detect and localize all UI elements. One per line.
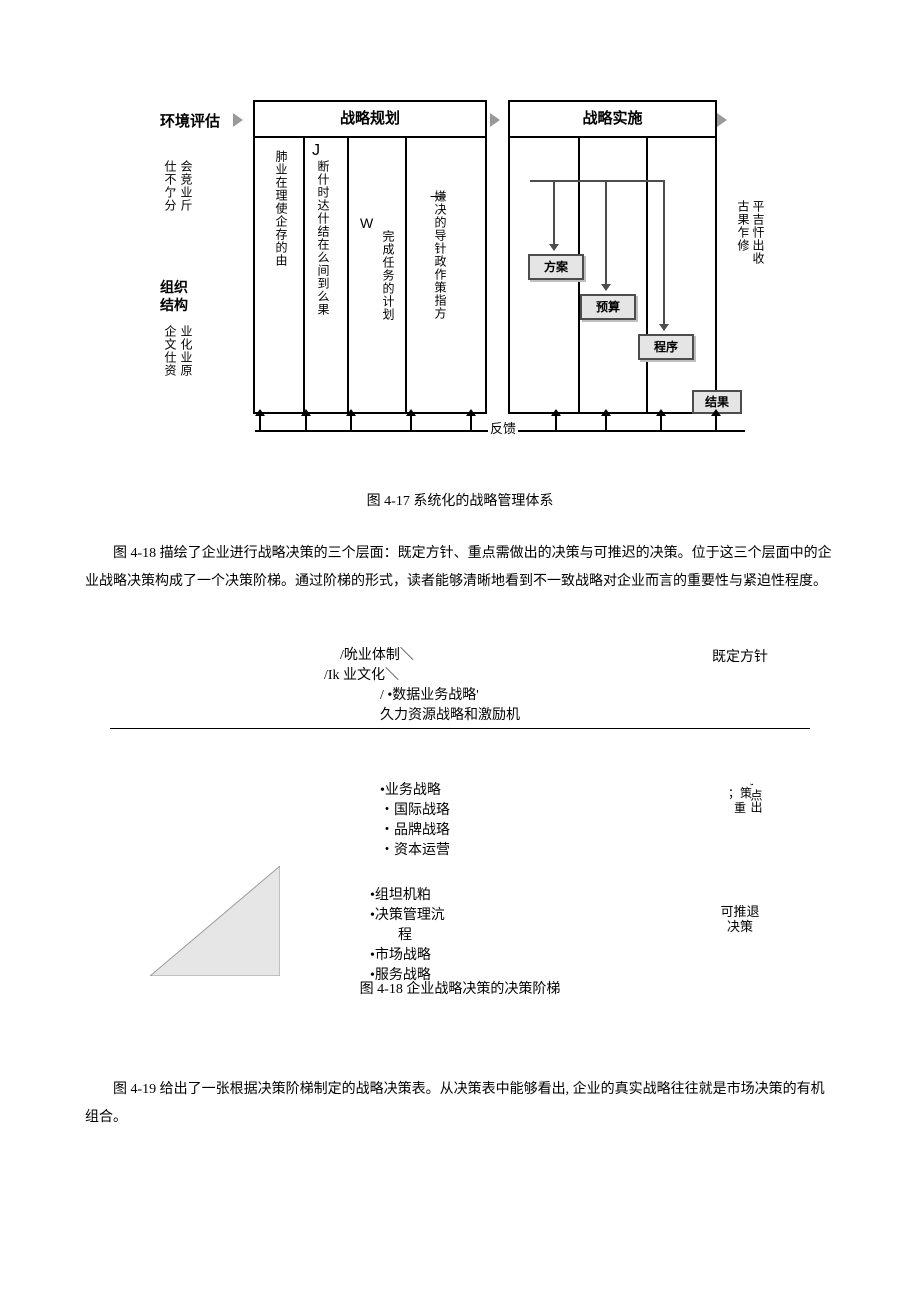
j-mark: J [312,142,320,160]
sec1-line3: / •数据业务战略' [340,686,620,706]
feedback-label: 反馈 [488,418,518,437]
fig18-center-column: /吮业体制＼ /Ik 业文化＼ / •数据业务战略' 久力资源战略和激励机 •业… [340,646,620,986]
arrow-down-icon [605,180,607,290]
sec1-line1: /吮业体制＼ [340,646,620,666]
chevron-right-icon [233,113,243,127]
figure-4-17: 环境评估 仕不亇分 会竞业斤 组织 结构 企文仕资 业化业原 战略规划 肺业在理… [160,100,760,480]
right-label-2: ；策 , 点出 重 [680,786,800,816]
triangle-shape [150,866,280,976]
right-label-b: 平吉忓出收 [750,200,767,265]
r2-b: , 点出 [748,783,763,813]
impl-hline [530,180,665,182]
impl-title: 战略实施 [510,102,715,138]
step-budget: 预算 [580,294,636,320]
left-label-c: 企文仕资 [162,325,179,377]
fig18-section-2: •业务战略 ・国际战珞 ・品牌战珞 ・资本运营 [340,781,620,861]
r3-b: 决策 [727,919,753,934]
arrow-up-icon [605,415,607,432]
w-mark: W [360,215,373,231]
figure-4-17-caption: 图 4-17 系统化的战略管理体系 [85,490,835,510]
env-eval-label: 环境评估 [160,110,220,131]
sec3-line4: •市场战略 [370,946,620,966]
left-label-a: 仕不亇分 [162,160,179,212]
fig18-divider [110,728,810,729]
arrow-up-icon [350,415,352,432]
plan-divider [303,136,305,412]
step-plan: 方案 [528,254,584,280]
arrow-up-icon [555,415,557,432]
paragraph-2: 图 4-19 给出了一张根据决策阶梯制定的战略决策表。从决策表中能够看出, 企业… [85,1076,835,1132]
plan-col3-text: 完成任务的计划 [380,230,397,321]
plan-col1-text: 肺业在理使企存的由 [273,150,290,267]
r2-c: 重 [734,801,746,815]
page: 环境评估 仕不亇分 会竞业斤 组织 结构 企文仕资 业化业原 战略规划 肺业在理… [0,0,920,1200]
step-program: 程序 [638,334,694,360]
r3-a: 可推退 [720,904,759,919]
org-line1: 组织 [160,281,188,296]
impl-divider [646,136,648,412]
fig18-right-column: 既定方针 ；策 , 点出 重 可推退 决策 [680,646,800,666]
arrow-up-icon [660,415,662,432]
chevron-right-icon [717,113,727,127]
plan-divider [405,136,407,412]
left-label-d: 业化业原 [178,325,195,377]
sec3-line1: •组坦机粕 [370,886,620,906]
chevron-right-icon [490,113,500,127]
sec2-line3: ・品牌战珞 [380,821,620,841]
sec1-line4: 久力资源战略和激励机 [340,706,620,726]
paragraph-1: 图 4-18 描绘了企业进行战略决策的三个层面：既定方针、重点需做出的决策与可推… [85,540,835,596]
figure-4-18-caption: 图 4-18 企业战略决策的决策阶梯 [110,978,810,998]
fig18-section-1: /吮业体制＼ /Ik 业文化＼ / •数据业务战略' 久力资源战略和激励机 [340,646,620,726]
arrow-up-icon [305,415,307,432]
figure-4-18: /吮业体制＼ /Ik 业文化＼ / •数据业务战略' 久力资源战略和激励机 •业… [110,646,810,1006]
plan-col4-text: 嫌决的导针政作策指方 [432,190,449,320]
arrow-up-icon [259,415,261,432]
right-label-1: 既定方针 [680,646,800,666]
arrow-down-icon [553,180,555,250]
sec2-line2: ・国际战珞 [380,801,620,821]
sec3-line2: •决策管理沆 [370,906,620,926]
arrow-up-icon [715,415,717,432]
sec2-line4: ・资本运营 [380,841,620,861]
plan-title: 战略规划 [255,102,485,138]
right-label-3: 可推退 决策 [680,904,800,934]
sec2-line1: •业务战略 [380,781,620,801]
arrow-up-icon [410,415,412,432]
arrow-down-icon [663,180,665,330]
sec3-line3: 程 [370,926,620,946]
left-label-org: 组织 结构 [160,280,188,316]
plan-divider [347,136,349,412]
sec1-line2: /Ik 业文化＼ [324,666,620,686]
left-label-b: 会竞业斤 [178,160,195,212]
one-mark: 一 [430,188,442,205]
fig18-section-3: •组坦机粕 •决策管理沆 程 •市场战略 •服务战略 [340,886,620,986]
org-line2: 结构 [160,299,188,314]
arrow-up-icon [470,415,472,432]
plan-col2-text: 断什时达什结在么间到么果 [315,160,332,316]
